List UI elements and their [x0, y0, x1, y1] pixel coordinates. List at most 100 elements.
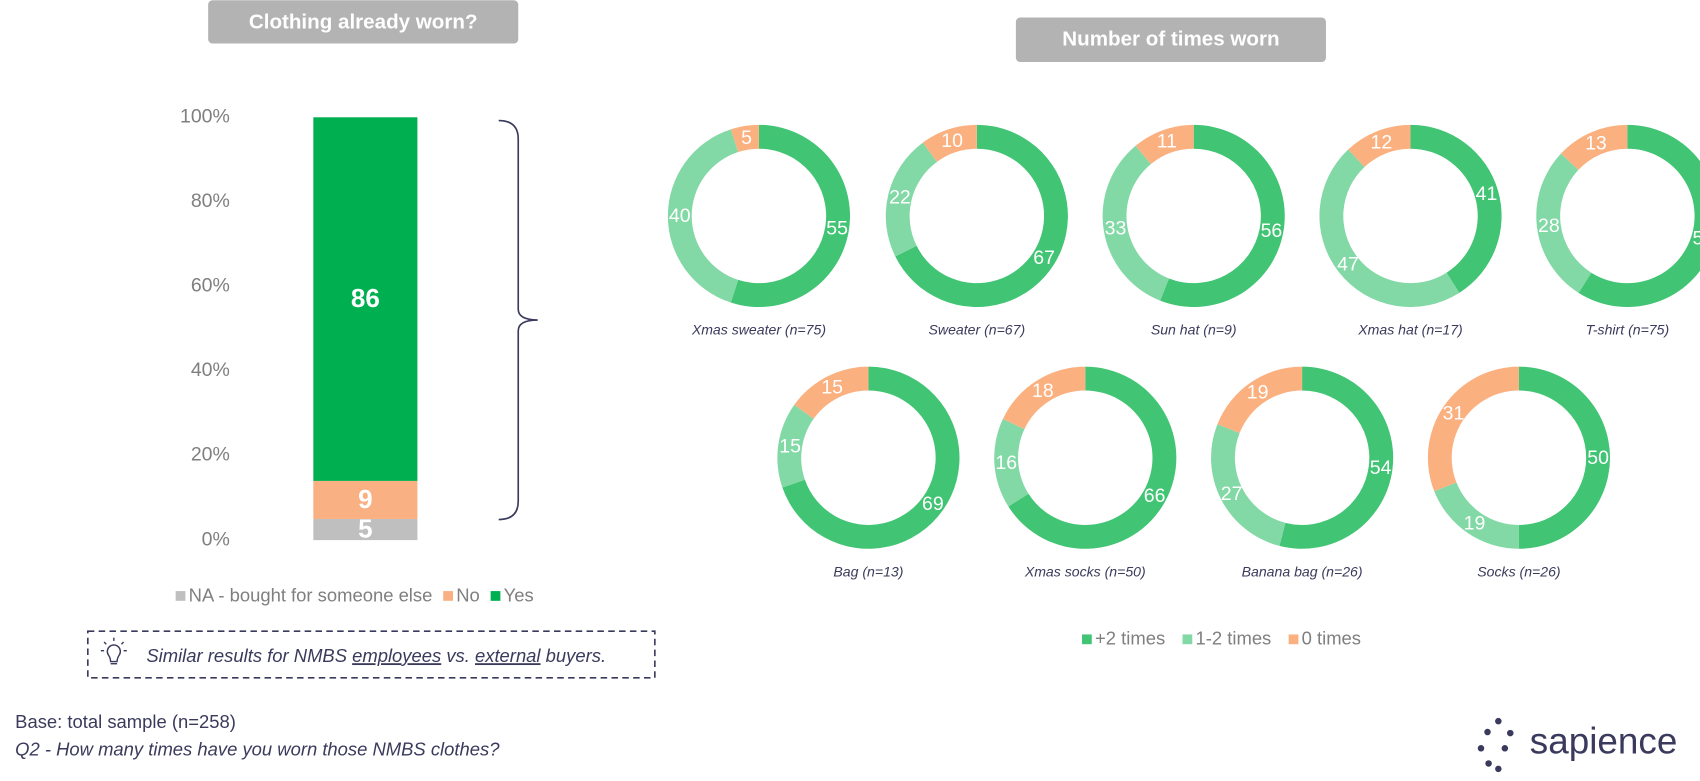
- legend-swatch: [1182, 634, 1193, 645]
- donut-label: Sun hat (n=9): [1151, 322, 1237, 338]
- donut-segment: [730, 124, 759, 153]
- donut-segment: [1578, 124, 1700, 307]
- lightbulb-icon: [100, 637, 127, 665]
- donut-label: Sweater (n=67): [929, 322, 1026, 338]
- donut-segment: [1319, 149, 1460, 308]
- legend-swatch: [1082, 634, 1092, 645]
- donut-segment: [1211, 424, 1286, 546]
- legend-label: 0 times: [1302, 628, 1361, 649]
- note: Similar results for NMBS employees vs. e…: [146, 645, 606, 666]
- legend-label: Yes: [504, 584, 534, 605]
- logo-dots: [1477, 717, 1514, 773]
- donut-segment: [1279, 366, 1394, 549]
- donut-label: Xmas sweater (n=75): [691, 322, 826, 338]
- value-label: 47: [1337, 254, 1359, 276]
- value-label: 12: [1371, 132, 1393, 154]
- donut-segment: [1348, 124, 1411, 167]
- note-part: vs.: [441, 645, 475, 666]
- donut-segment: [1160, 124, 1285, 308]
- legend-swatch: [1288, 634, 1299, 645]
- value-label: 31: [1443, 402, 1465, 424]
- donut-label: Xmas socks (n=50): [1024, 563, 1146, 579]
- value-label: 33: [1105, 218, 1127, 240]
- legend-label: NA - bought for someone else: [189, 584, 433, 605]
- y-tick-label: 20%: [191, 444, 230, 466]
- value-label: 15: [821, 377, 843, 399]
- y-tick-label: 80%: [191, 190, 230, 212]
- value-label: 54: [1370, 457, 1392, 479]
- donut-segment: [667, 129, 739, 303]
- note-part: external: [475, 645, 541, 666]
- value-label: 59: [1693, 227, 1700, 249]
- title-box: [1015, 17, 1326, 62]
- donut-segment: [922, 124, 977, 162]
- donut-segment: [1135, 124, 1194, 165]
- value-label: 11: [1157, 131, 1177, 153]
- chart-title: Number of times worn: [1062, 28, 1279, 51]
- footer-question: Q2 - How many times have you worn those …: [15, 738, 500, 759]
- donut-label: Bag (n=13): [833, 563, 903, 579]
- legend-swatch: [175, 591, 186, 601]
- donut-segment: [1427, 366, 1519, 492]
- donut-label: Banana bag (n=26): [1242, 563, 1363, 579]
- donut-segment: [994, 418, 1029, 507]
- logo: sapience: [1530, 721, 1678, 762]
- bar-segment: [313, 117, 418, 481]
- donut-segment: [794, 366, 869, 419]
- note-box: [87, 630, 656, 679]
- value-label: 5: [358, 514, 372, 544]
- value-label: 16: [995, 452, 1017, 474]
- value-label: 28: [1538, 215, 1560, 237]
- donut-segment: [885, 142, 937, 257]
- donut-segment: [1434, 482, 1519, 549]
- donut-label: Socks (n=26): [1477, 563, 1560, 579]
- value-label: 9: [358, 484, 372, 514]
- bar-segment: [313, 518, 418, 541]
- bar-segment: [313, 480, 418, 519]
- value-label: 5: [741, 127, 752, 149]
- value-label: 13: [1585, 133, 1607, 155]
- donut-segment: [730, 124, 850, 308]
- legend-label: 1-2 times: [1196, 628, 1272, 649]
- donut-segment: [1217, 366, 1303, 433]
- donut-segment: [1102, 145, 1169, 301]
- bracket: [498, 119, 538, 521]
- footer-base: Base: total sample (n=258): [15, 711, 236, 732]
- value-label: 66: [1144, 485, 1166, 507]
- y-tick-label: 40%: [191, 359, 230, 381]
- value-label: 55: [826, 218, 848, 240]
- value-label: 10: [941, 130, 963, 152]
- y-tick-label: 0%: [202, 528, 230, 550]
- donut-segment: [1002, 366, 1086, 430]
- legend-label: +2 times: [1095, 628, 1165, 649]
- value-label: 19: [1464, 512, 1486, 534]
- value-label: 15: [779, 436, 801, 458]
- donut-segment: [1410, 124, 1502, 293]
- value-label: 18: [1032, 380, 1054, 402]
- title-box: [208, 0, 519, 44]
- note-part: employees: [352, 645, 441, 666]
- note-part: buyers.: [541, 645, 607, 666]
- value-label: 41: [1476, 183, 1498, 205]
- donut-label: Xmas hat (n=17): [1357, 322, 1462, 338]
- donut-label: T-shirt (n=75): [1586, 322, 1670, 338]
- y-tick-label: 60%: [191, 275, 230, 297]
- value-label: 22: [889, 187, 911, 209]
- value-label: 86: [351, 283, 380, 313]
- note-part: Similar results for NMBS: [146, 645, 352, 666]
- value-label: 56: [1261, 220, 1283, 242]
- legend-swatch: [443, 591, 453, 601]
- value-label: 27: [1221, 483, 1243, 505]
- donut-segment: [1536, 153, 1592, 293]
- legend-swatch: [490, 591, 501, 601]
- value-label: 50: [1587, 447, 1609, 469]
- donut-segment: [1518, 366, 1611, 549]
- legend-label: No: [456, 584, 480, 605]
- donut-segment: [1560, 124, 1628, 170]
- y-tick-label: 100%: [180, 105, 230, 127]
- donut-segment: [777, 404, 814, 488]
- chart-title: Clothing already worn?: [249, 10, 478, 33]
- value-label: 40: [669, 205, 691, 227]
